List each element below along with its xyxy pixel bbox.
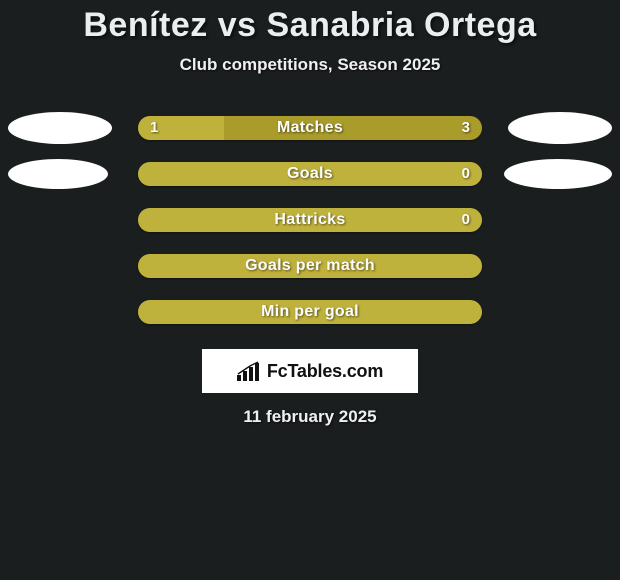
comparison-widget: Benítez vs Sanabria Ortega Club competit… bbox=[0, 0, 620, 427]
source-logo-text: FcTables.com bbox=[267, 361, 383, 382]
stat-bar: Goals per match bbox=[138, 254, 482, 278]
stat-bar: Hattricks0 bbox=[138, 208, 482, 232]
stat-row: Goals0 bbox=[0, 151, 620, 197]
stat-bar: Min per goal bbox=[138, 300, 482, 324]
stat-label: Hattricks bbox=[138, 208, 482, 232]
stat-right-value: 0 bbox=[462, 162, 470, 186]
player-avatar-left bbox=[8, 112, 112, 144]
stat-right-value: 0 bbox=[462, 208, 470, 232]
stat-row: Goals per match bbox=[0, 243, 620, 289]
stat-label: Min per goal bbox=[138, 300, 482, 324]
stat-row: 1Matches3 bbox=[0, 105, 620, 151]
stat-bar: 1Matches3 bbox=[138, 116, 482, 140]
chart-icon bbox=[237, 361, 261, 381]
source-logo[interactable]: FcTables.com bbox=[202, 349, 418, 393]
page-title: Benítez vs Sanabria Ortega bbox=[0, 6, 620, 45]
stat-bar: Goals0 bbox=[138, 162, 482, 186]
player-avatar-right bbox=[508, 112, 612, 144]
player-avatar-left bbox=[8, 159, 108, 189]
stat-label: Goals bbox=[138, 162, 482, 186]
stat-right-value: 3 bbox=[462, 116, 470, 140]
player-avatar-right bbox=[504, 159, 612, 189]
stat-label: Matches bbox=[138, 116, 482, 140]
stat-row: Min per goal bbox=[0, 289, 620, 335]
stat-row: Hattricks0 bbox=[0, 197, 620, 243]
footer-date: 11 february 2025 bbox=[0, 407, 620, 427]
stats-list: 1Matches3Goals0Hattricks0Goals per match… bbox=[0, 105, 620, 335]
stat-label: Goals per match bbox=[138, 254, 482, 278]
page-subtitle: Club competitions, Season 2025 bbox=[0, 55, 620, 75]
